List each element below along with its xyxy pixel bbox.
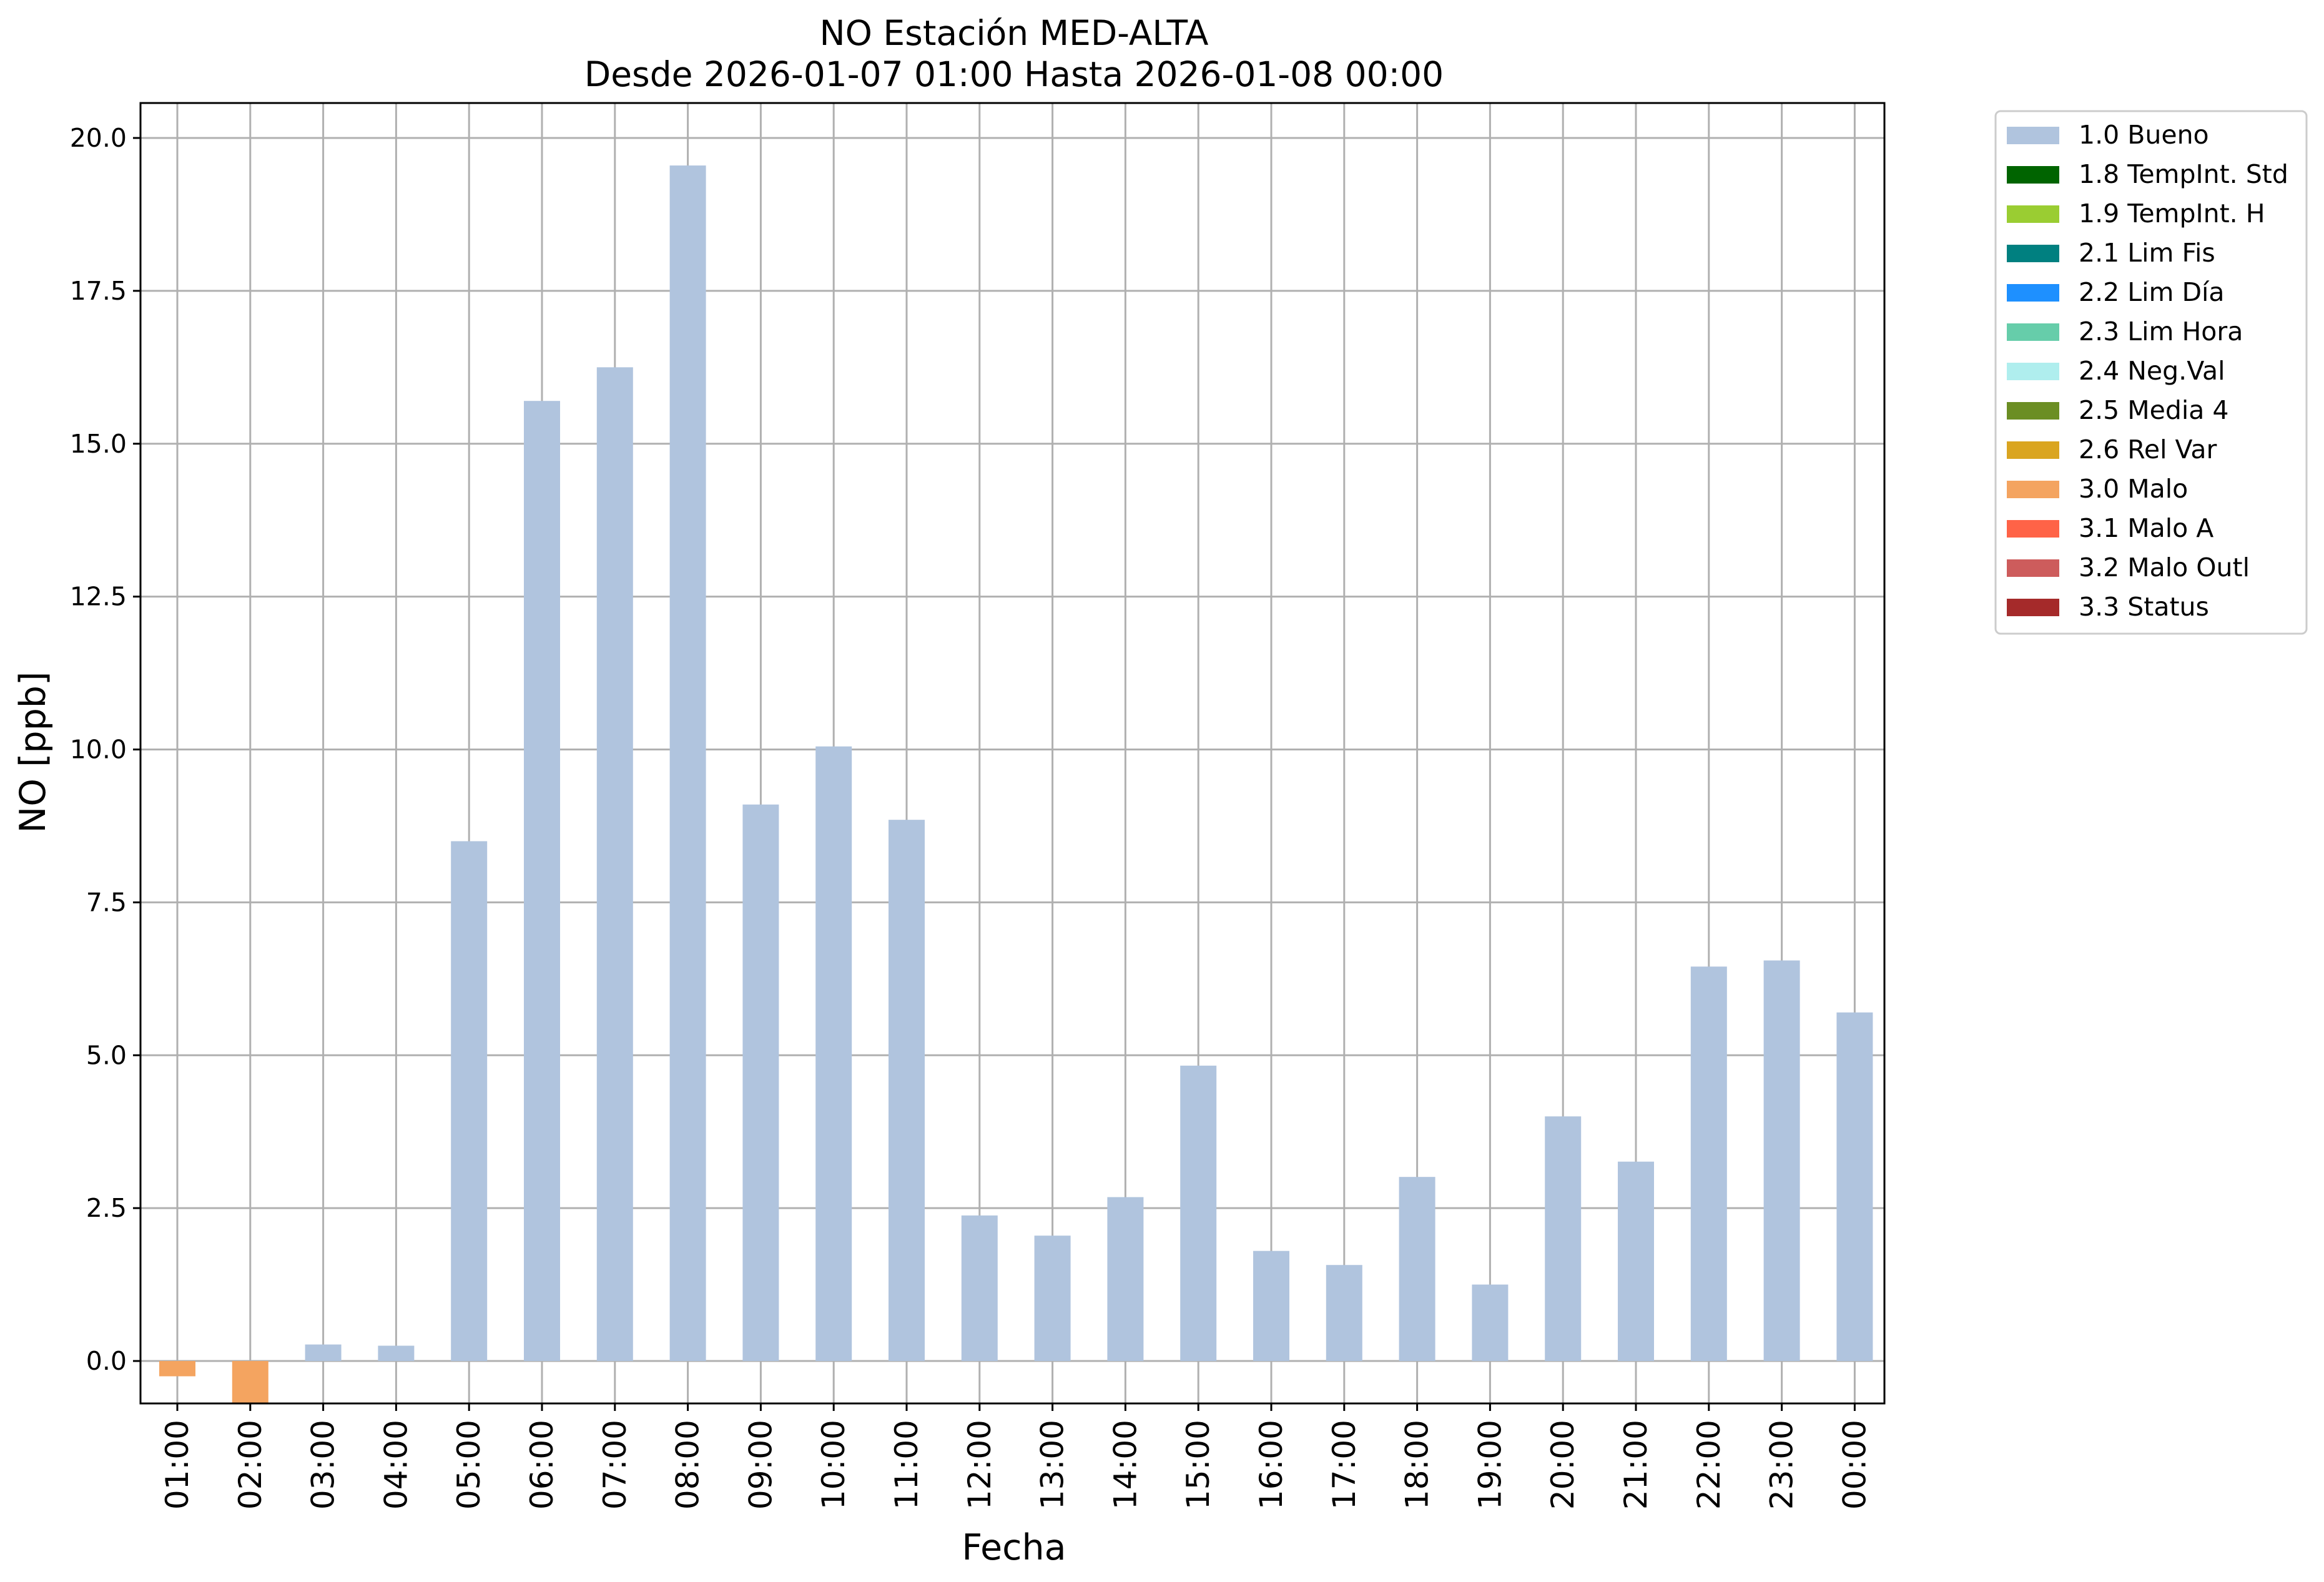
y-tick-label: 15.0 xyxy=(70,429,127,459)
bar-07:00 xyxy=(596,367,633,1361)
x-tick-label: 01:00 xyxy=(159,1420,195,1510)
bar-13:00 xyxy=(1034,1236,1071,1361)
legend-label: 2.4 Neg.Val xyxy=(2079,356,2225,386)
legend-swatch xyxy=(2007,323,2059,341)
x-tick-label: 00:00 xyxy=(1836,1420,1873,1510)
bar-04:00 xyxy=(378,1345,415,1361)
bar-00:00 xyxy=(1836,1012,1873,1361)
bar-09:00 xyxy=(742,804,779,1361)
x-tick-label: 18:00 xyxy=(1399,1420,1435,1510)
x-tick-label: 13:00 xyxy=(1035,1420,1071,1510)
x-tick-label: 02:00 xyxy=(232,1420,268,1510)
legend-label: 3.3 Status xyxy=(2079,592,2209,622)
bar-23:00 xyxy=(1763,960,1800,1361)
legend-label: 1.0 Bueno xyxy=(2079,120,2209,150)
bar-17:00 xyxy=(1326,1265,1362,1361)
bar-11:00 xyxy=(889,820,925,1361)
legend-swatch xyxy=(2007,166,2059,184)
x-tick-label: 12:00 xyxy=(962,1420,998,1510)
legend: 1.0 Bueno 1.8 TempInt. Std 1.9 TempInt. H 2… xyxy=(1994,110,2308,635)
legend-swatch xyxy=(2007,402,2059,420)
x-tick-label: 17:00 xyxy=(1326,1420,1362,1510)
x-tick-label: 03:00 xyxy=(305,1420,342,1510)
legend-label: 3.0 Malo xyxy=(2079,474,2188,504)
x-tick-label: 04:00 xyxy=(378,1420,414,1510)
bar-19:00 xyxy=(1472,1284,1509,1361)
bar-15:00 xyxy=(1180,1065,1217,1361)
bar-18:00 xyxy=(1399,1177,1435,1361)
legend-label: 1.9 TempInt. H xyxy=(2079,199,2265,228)
bar-16:00 xyxy=(1253,1250,1289,1361)
legend-box xyxy=(1994,110,2308,635)
legend-label: 3.2 Malo Outl xyxy=(2079,553,2250,582)
x-tick-label: 16:00 xyxy=(1253,1420,1289,1510)
legend-label: 2.1 Lim Fis xyxy=(2079,238,2215,268)
x-tick-label: 08:00 xyxy=(670,1420,706,1510)
x-tick-label: 19:00 xyxy=(1472,1420,1508,1510)
bars xyxy=(159,165,1873,1403)
bar-02:00 xyxy=(232,1361,268,1403)
x-axis-ticks: 01:00 02:00 03:00 04:00 05:00 06:00 07:00 08:00… xyxy=(159,1403,1873,1510)
bar-22:00 xyxy=(1690,966,1727,1361)
legend-swatch xyxy=(2007,481,2059,498)
x-tick-label: 21:00 xyxy=(1618,1420,1654,1510)
y-tick-label: 0.0 xyxy=(86,1346,127,1376)
x-tick-label: 07:00 xyxy=(597,1420,633,1510)
legend-label: 3.1 Malo A xyxy=(2079,513,2213,543)
x-tick-label: 14:00 xyxy=(1107,1420,1143,1510)
x-tick-label: 11:00 xyxy=(889,1420,925,1510)
bar-20:00 xyxy=(1545,1116,1582,1361)
chart-title: NO Estación MED-ALTA xyxy=(820,13,1209,53)
legend-swatch xyxy=(2007,559,2059,577)
bar-21:00 xyxy=(1618,1161,1654,1361)
legend-swatch xyxy=(2007,520,2059,538)
legend-swatch xyxy=(2007,599,2059,616)
bar-10:00 xyxy=(815,746,852,1361)
y-tick-label: 12.5 xyxy=(70,582,127,612)
y-axis-label: NO [ppb] xyxy=(12,672,54,833)
legend-label: 2.5 Media 4 xyxy=(2079,395,2229,425)
legend-swatch xyxy=(2007,245,2059,262)
x-tick-label: 06:00 xyxy=(524,1420,560,1510)
legend-swatch xyxy=(2007,441,2059,459)
legend-label: 1.8 TempInt. Std xyxy=(2079,159,2288,189)
plot-frame xyxy=(139,102,1886,1405)
x-axis-label: Fecha xyxy=(962,1527,1066,1568)
bar-05:00 xyxy=(451,841,488,1361)
y-tick-label: 10.0 xyxy=(70,735,127,765)
legend-label: 2.6 Rel Var xyxy=(2079,435,2217,464)
legend-swatch xyxy=(2007,363,2059,380)
x-tick-label: 09:00 xyxy=(742,1420,779,1510)
legend-label: 2.2 Lim Día xyxy=(2079,277,2225,307)
x-tick-label: 10:00 xyxy=(815,1420,852,1510)
legend-swatch xyxy=(2007,205,2059,223)
legend-swatch xyxy=(2007,284,2059,302)
bar-14:00 xyxy=(1107,1197,1144,1361)
bar-12:00 xyxy=(961,1215,998,1361)
y-tick-label: 17.5 xyxy=(70,276,127,306)
y-tick-label: 5.0 xyxy=(86,1040,127,1070)
x-tick-label: 20:00 xyxy=(1545,1420,1581,1510)
bar-01:00 xyxy=(159,1361,195,1377)
x-tick-label: 23:00 xyxy=(1764,1420,1800,1510)
x-tick-label: 22:00 xyxy=(1691,1420,1727,1510)
chart-subtitle: Desde 2026-01-07 01:00 Hasta 2026-01-08 … xyxy=(584,54,1444,94)
legend-swatch xyxy=(2007,127,2059,144)
x-tick-label: 15:00 xyxy=(1180,1420,1216,1510)
bar-03:00 xyxy=(305,1344,342,1361)
y-tick-label: 20.0 xyxy=(70,123,127,153)
bar-08:00 xyxy=(669,165,706,1361)
y-tick-label: 7.5 xyxy=(86,887,127,917)
y-tick-label: 2.5 xyxy=(86,1193,127,1223)
legend-label: 2.3 Lim Hora xyxy=(2079,317,2243,346)
x-tick-label: 05:00 xyxy=(451,1420,487,1510)
y-axis-ticks: 0.0 2.5 5.0 7.5 10.0 12.5 15.0 17.5 20.0 xyxy=(70,123,140,1376)
bar-06:00 xyxy=(524,401,560,1361)
